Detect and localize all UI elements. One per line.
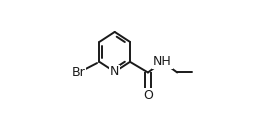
Text: NH: NH [153, 55, 172, 68]
Text: N: N [110, 65, 119, 78]
Text: O: O [143, 89, 153, 102]
Text: Br: Br [72, 66, 86, 79]
